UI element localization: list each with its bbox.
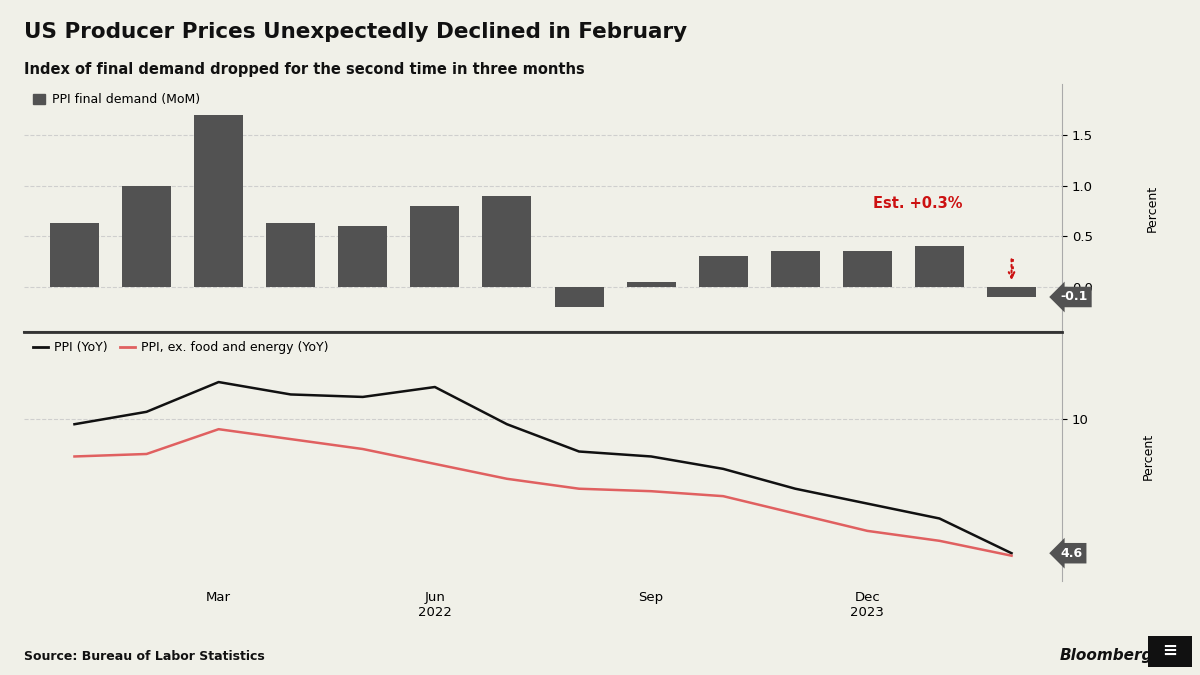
Text: US Producer Prices Unexpectedly Declined in February: US Producer Prices Unexpectedly Declined… [24,22,688,42]
Text: Source: Bureau of Labor Statistics: Source: Bureau of Labor Statistics [24,650,265,663]
Text: ≡: ≡ [1163,643,1177,660]
Bar [50,223,98,287]
Bar [194,115,244,287]
Text: 4.6: 4.6 [1061,547,1082,560]
Y-axis label: Percent: Percent [1146,185,1159,232]
Text: Index of final demand dropped for the second time in three months: Index of final demand dropped for the se… [24,62,584,77]
Text: Est. +0.3%: Est. +0.3% [874,196,962,211]
Bar [410,206,460,287]
Legend: PPI (YoY), PPI, ex. food and energy (YoY): PPI (YoY), PPI, ex. food and energy (YoY… [30,339,331,356]
Legend: PPI final demand (MoM): PPI final demand (MoM) [30,90,202,109]
Bar [554,287,604,307]
Bar [698,256,748,287]
Text: Bloomberg: Bloomberg [1060,648,1153,663]
Bar [626,282,676,287]
Bar [266,223,316,287]
Bar [770,251,820,287]
Bar [338,226,388,287]
Bar [914,246,964,287]
Y-axis label: Percent: Percent [1141,433,1154,480]
Bar [482,196,532,287]
Bar [122,186,172,287]
Bar [842,251,892,287]
Bar [988,287,1036,297]
Text: -0.1: -0.1 [1061,290,1088,304]
